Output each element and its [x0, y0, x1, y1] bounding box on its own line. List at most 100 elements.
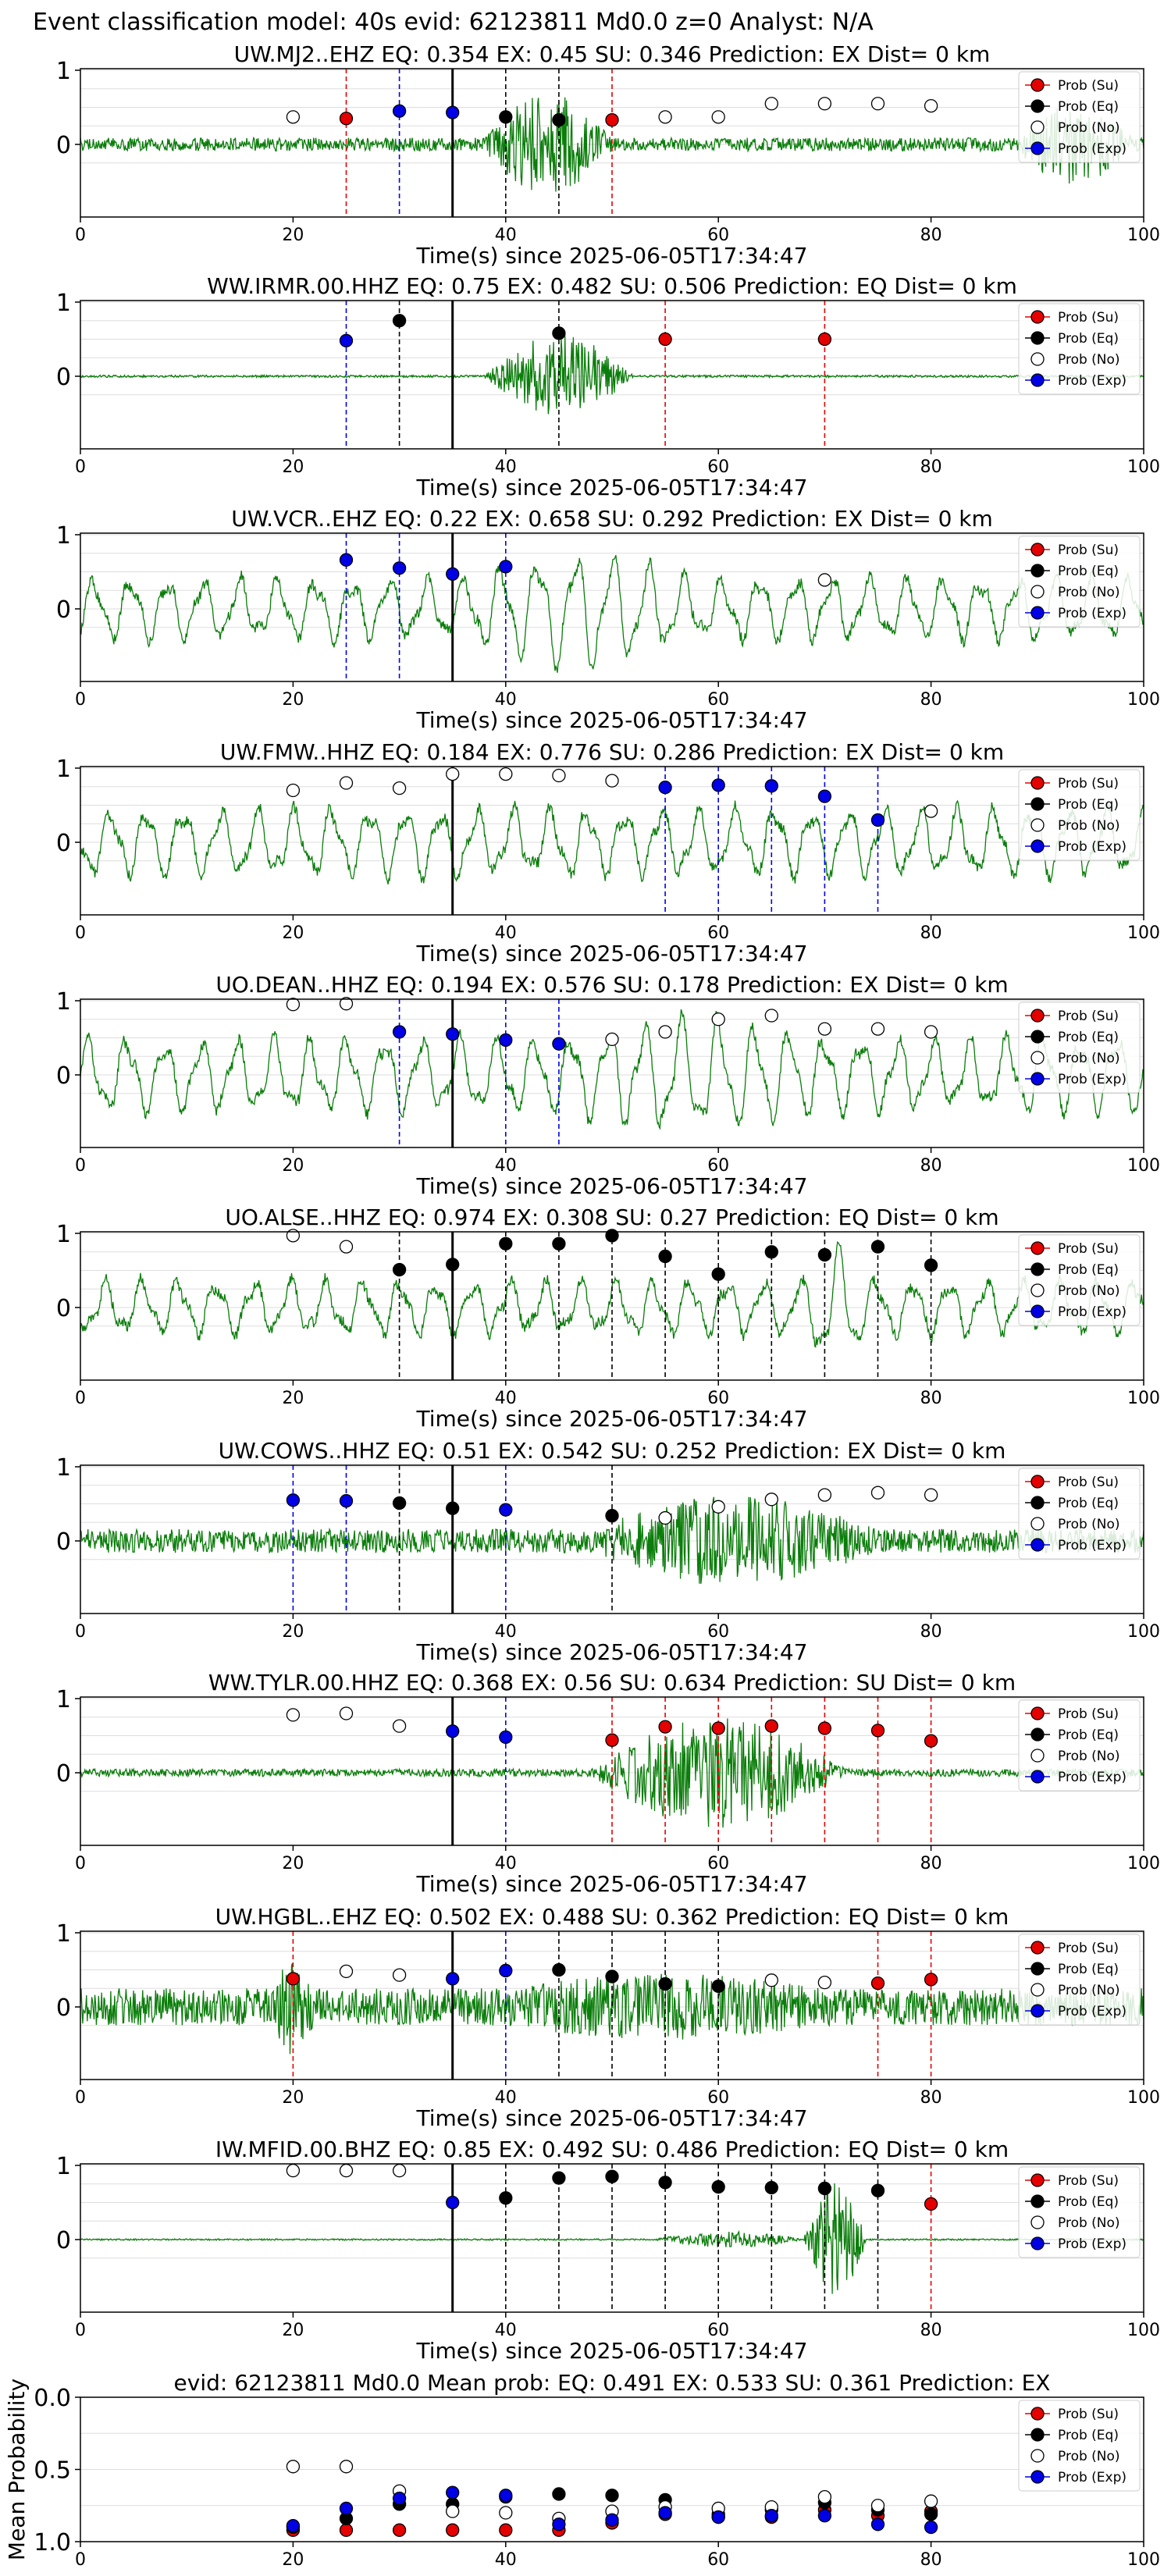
axes-frame — [80, 1930, 1144, 2080]
x-tick-label: 80 — [920, 2088, 942, 2108]
legend-box — [1018, 1234, 1141, 1326]
prob-point-eq — [552, 1236, 566, 1251]
prob-point-no — [817, 1488, 832, 1502]
prob-point-eq — [711, 2179, 725, 2194]
legend: Prob (Su) Prob (Eq) Prob (No) Prob (Exp) — [1018, 535, 1141, 628]
prob-point-exp — [499, 560, 513, 574]
prob-point-no — [711, 1012, 725, 1026]
x-tick-label: 40 — [495, 2088, 517, 2108]
prob-point-su — [924, 1734, 938, 1748]
prob-point-exp — [339, 333, 354, 348]
y-axis-label: Mean Probability — [4, 2379, 30, 2560]
legend-box — [1018, 769, 1141, 861]
prob-point-no — [870, 2499, 885, 2513]
waveform-line — [80, 1009, 1144, 1131]
legend-label-eq: Prob (Eq) — [1058, 564, 1119, 579]
prob-point-no — [339, 776, 354, 790]
prob-point-eq — [446, 1258, 460, 1272]
prob-point-su — [339, 2523, 354, 2537]
legend: Prob (Su) Prob (Eq) Prob (No) Prob (Exp) — [1018, 769, 1141, 861]
legend: Prob (Su) Prob (Eq) Prob (No) Prob (Exp) — [1018, 1468, 1141, 1560]
y-tick-label: 1 — [56, 1454, 71, 1482]
x-tick-label: 80 — [920, 2550, 942, 2570]
axes-frame — [80, 2163, 1144, 2313]
x-axis-label: Time(s) since 2025-06-05T17:34:47 — [415, 1173, 807, 1199]
prob-point-eq — [924, 2507, 938, 2521]
x-tick-label: 20 — [282, 457, 304, 477]
prob-point-no — [605, 1032, 619, 1047]
prob-point-eq — [658, 1976, 672, 1991]
prob-point-exp — [446, 2195, 460, 2210]
prob-point-eq — [499, 2191, 513, 2205]
x-tick-label: 40 — [495, 923, 517, 943]
prob-point-su — [286, 1972, 301, 1986]
prob-point-exp — [764, 779, 778, 793]
legend-label-eq: Prob (Eq) — [1058, 99, 1119, 115]
panel-title: UW.FMW..HHZ EQ: 0.184 EX: 0.776 SU: 0.28… — [220, 739, 1004, 765]
legend-label-eq: Prob (Eq) — [1058, 797, 1119, 813]
waveform-line — [80, 554, 1144, 673]
x-tick-label: 0 — [75, 1622, 86, 1642]
legend-label-su: Prob (Su) — [1058, 543, 1119, 558]
x-tick-label: 80 — [920, 2321, 942, 2340]
legend-marker-no — [1030, 1983, 1045, 1997]
prob-point-su — [392, 2523, 407, 2537]
x-tick-label: 0 — [75, 457, 86, 477]
legend-label-no: Prob (No) — [1058, 1517, 1120, 1532]
prob-point-no — [605, 774, 619, 788]
prob-point-no — [658, 1025, 672, 1039]
prob-point-no — [339, 2163, 354, 2178]
prob-point-eq — [658, 2176, 672, 2190]
legend-marker-su — [1030, 310, 1045, 324]
prob-point-exp — [764, 2509, 778, 2523]
prob-point-su — [817, 332, 832, 347]
legend-marker-no — [1030, 2449, 1045, 2463]
x-tick-label: 0 — [75, 226, 86, 245]
legend-marker-su — [1030, 1241, 1045, 1255]
panel-9: UW.HGBL..EHZ EQ: 0.502 EX: 0.488 SU: 0.3… — [56, 1904, 1160, 2131]
prob-point-eq — [552, 112, 566, 127]
x-tick-label: 40 — [495, 1854, 517, 1873]
x-tick-label: 0 — [75, 2550, 86, 2570]
legend-marker-eq — [1030, 1962, 1045, 1976]
axes-frame — [80, 532, 1144, 682]
prob-point-no — [658, 1510, 672, 1525]
legend-label-su: Prob (Su) — [1058, 2407, 1119, 2422]
prob-point-exp — [339, 553, 354, 567]
y-tick-label: 1 — [56, 2153, 71, 2180]
legend-marker-eq — [1030, 1030, 1045, 1044]
legend-label-no: Prob (No) — [1058, 352, 1120, 368]
x-tick-label: 20 — [282, 1622, 304, 1642]
prob-point-exp — [552, 1037, 566, 1051]
prob-point-no — [870, 1485, 885, 1500]
prob-point-exp — [446, 1027, 460, 1041]
prob-point-exp — [286, 1493, 301, 1507]
prob-point-su — [764, 1719, 778, 1733]
legend-label-exp: Prob (Exp) — [1058, 2236, 1127, 2252]
legend-label-exp: Prob (Exp) — [1058, 1538, 1127, 1553]
x-tick-label: 0 — [75, 690, 86, 710]
x-tick-label: 100 — [1127, 457, 1160, 477]
legend-label-su: Prob (Su) — [1058, 776, 1119, 792]
x-axis-label: Time(s) since 2025-06-05T17:34:47 — [415, 941, 807, 966]
prob-point-su — [605, 1733, 619, 1747]
x-tick-label: 80 — [920, 1389, 942, 1408]
x-tick-label: 80 — [920, 226, 942, 245]
y-tick-label: 0 — [56, 1760, 71, 1788]
legend-marker-no — [1030, 120, 1045, 134]
prob-point-eq — [392, 1262, 407, 1277]
x-tick-label: 100 — [1127, 1854, 1160, 1873]
prob-point-no — [764, 97, 778, 111]
prob-point-no — [286, 783, 301, 798]
prob-point-no — [286, 1708, 301, 1722]
prob-point-no — [764, 1009, 778, 1023]
x-tick-label: 80 — [920, 1622, 942, 1642]
legend-label-no: Prob (No) — [1058, 2449, 1120, 2464]
prob-point-no — [658, 110, 672, 124]
legend-marker-exp — [1030, 2470, 1045, 2484]
prob-point-exp — [392, 561, 407, 575]
x-tick-label: 20 — [282, 1156, 304, 1176]
panel-title: WW.IRMR.00.HHZ EQ: 0.75 EX: 0.482 SU: 0.… — [207, 273, 1017, 299]
legend-marker-exp — [1030, 2236, 1045, 2250]
y-tick-label: 1.0 — [34, 2529, 71, 2556]
